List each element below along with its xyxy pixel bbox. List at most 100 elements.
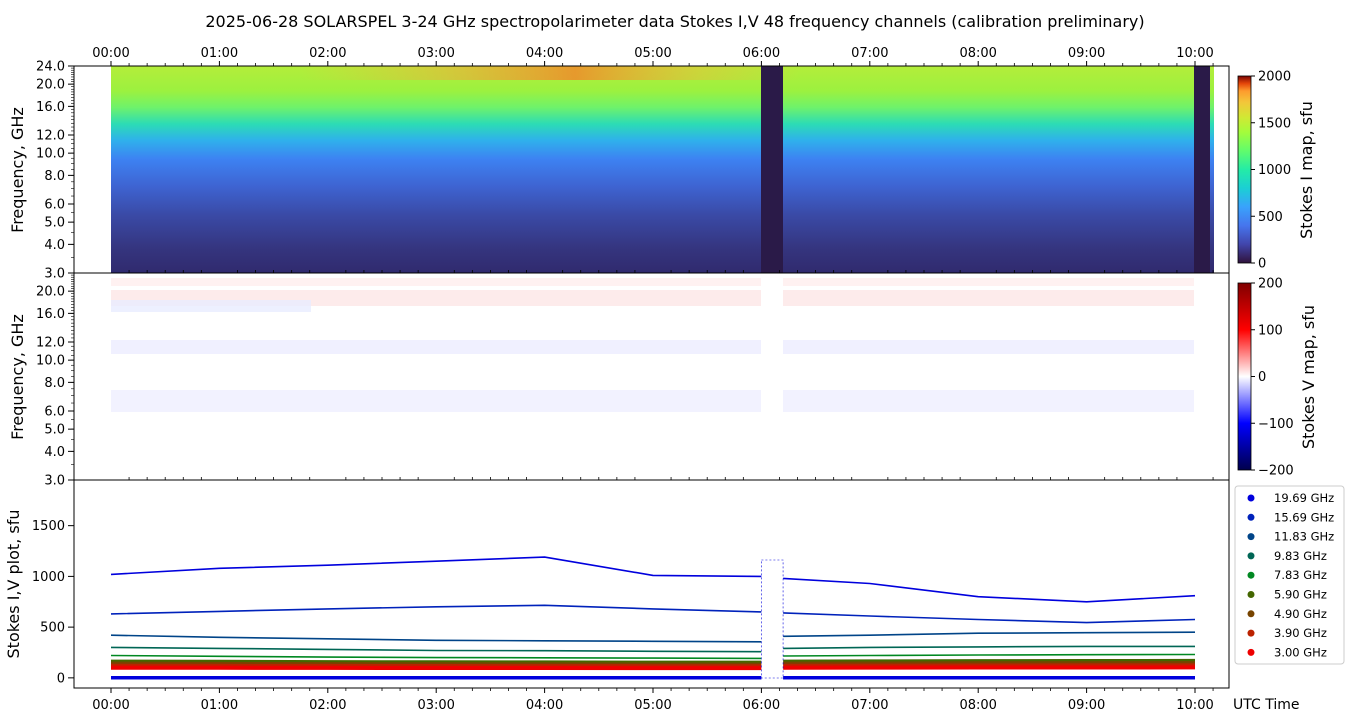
stokes-i-y-axis: 3.0 4.0 5.0 6.0 8.0 10.0 12.0 16.0 20.0 24.0	[36, 60, 74, 282]
freq-tick-label: 16.0	[36, 100, 65, 115]
value-tick-label: 1000	[32, 570, 65, 585]
colorbar-tick-label: 1500	[1258, 116, 1291, 131]
colorbar-tick-label: 500	[1258, 210, 1283, 225]
stokes-v-colorbar	[1237, 282, 1252, 471]
series-line	[110, 634, 762, 643]
freq-tick-label: 10.0	[36, 147, 65, 162]
stokes-iv-y-axis: 0 500 1000 1500	[32, 519, 74, 686]
legend-marker	[1247, 533, 1255, 541]
stokes-i-warm-band	[300, 66, 800, 80]
colorbar-tick-label: 200	[1258, 277, 1283, 292]
top-time-tick-label: 05:00	[634, 46, 671, 61]
legend-label: 7.83 GHz	[1274, 568, 1327, 582]
colorbar-tick-label: 2000	[1258, 70, 1291, 85]
stokes-v-pink-band	[111, 278, 1194, 286]
stokes-i-gap-1	[761, 66, 783, 273]
freq-tick-label: 8.0	[44, 169, 65, 184]
legend-label: 5.90 GHz	[1274, 588, 1327, 602]
legend-label: 3.00 GHz	[1274, 645, 1327, 659]
freq-tick-label: 3.0	[44, 474, 65, 489]
series-line	[783, 645, 1195, 650]
value-tick-label: 0	[57, 671, 65, 686]
legend-label: 3.90 GHz	[1274, 626, 1327, 640]
top-time-tick-label: 00:00	[92, 46, 129, 61]
series-line	[783, 631, 1196, 638]
top-time-tick-label: 07:00	[851, 46, 888, 61]
freq-tick-label: 5.0	[44, 423, 65, 438]
stokes-iv-plot-frame	[73, 479, 1230, 689]
freq-tick-label: 16.0	[36, 307, 65, 322]
freq-tick-label: 6.0	[44, 405, 65, 420]
top-time-tick-label: 01:00	[201, 46, 238, 61]
bottom-time-tick-label: 05:00	[634, 698, 671, 713]
colorbar-tick-label: 0	[1258, 370, 1266, 385]
colorbar-tick-label: −100	[1258, 417, 1294, 432]
stokes-v-colorbar-ticks: 200 100 0 −100 −200	[1251, 277, 1294, 479]
stokes-v-gap	[761, 273, 783, 480]
x-axis-label: UTC Time	[1233, 697, 1299, 713]
stokes-i-panel: 3.0 4.0 5.0 6.0 8.0 10.0 12.0 16.0 20.0 24.0 Freq…	[8, 60, 1316, 282]
bottom-time-axis: 00:00 01:00 02:00 03:00 04:00 05:00 06:00 07:00…	[92, 270, 1214, 713]
stokes-v-panel: 3.0 4.0 5.0 6.0 8.0 10.0 12.0 16.0 20.0 Frequenc…	[8, 272, 1318, 489]
legend-box	[1234, 485, 1345, 665]
freq-tick-label: 10.0	[36, 354, 65, 369]
colorbar-tick-label: −200	[1258, 464, 1294, 479]
stokes-v-red-band	[111, 290, 1194, 306]
top-time-tick-label: 03:00	[417, 46, 454, 61]
series-line	[110, 556, 762, 578]
top-time-tick-label: 02:00	[309, 46, 346, 61]
freq-tick-label: 24.0	[36, 60, 65, 75]
legend-label: 19.69 GHz	[1274, 491, 1334, 505]
legend-marker	[1247, 610, 1255, 618]
stokes-v-blue-band-1	[111, 340, 1194, 354]
legend-marker	[1247, 591, 1255, 598]
bottom-time-tick-label: 03:00	[417, 698, 454, 713]
series-line	[783, 577, 1196, 603]
series-line	[110, 646, 762, 653]
freq-tick-label: 4.0	[44, 238, 65, 253]
legend-label: 11.83 GHz	[1274, 530, 1334, 544]
top-time-tick-label: 10:00	[1176, 46, 1213, 61]
value-tick-label: 500	[40, 621, 65, 636]
freq-tick-label: 20.0	[36, 285, 65, 300]
series-line	[783, 653, 1196, 657]
bottom-time-tick-label: 00:00	[92, 698, 129, 713]
legend-marker	[1247, 571, 1255, 579]
top-time-tick-label: 08:00	[959, 46, 996, 61]
series-line	[783, 658, 1196, 664]
chart-title: 2025-06-28 SOLARSPEL 3-24 GHz spectropol…	[205, 12, 1144, 31]
freq-tick-label: 12.0	[36, 336, 65, 351]
stokes-i-gap-2	[1194, 66, 1210, 273]
colorbar-tick-label: 1000	[1258, 163, 1291, 178]
bottom-time-tick-label: 09:00	[1068, 698, 1105, 713]
top-time-tick-label: 09:00	[1068, 46, 1105, 61]
stokes-i-colorbar-ticks: 0 500 1000 1500 2000	[1251, 70, 1291, 272]
freq-tick-label: 20.0	[36, 78, 65, 93]
value-tick-label: 1500	[32, 519, 65, 534]
stokes-i-colorbar-label: Stokes I map, sfu	[1297, 101, 1316, 239]
stokes-v-blue-band-2	[111, 390, 1194, 412]
stokes-v-ylabel: Frequency, GHz	[8, 314, 27, 440]
stokes-v-y-axis: 3.0 4.0 5.0 6.0 8.0 10.0 12.0 16.0 20.0	[36, 272, 74, 489]
freq-tick-label: 8.0	[44, 376, 65, 391]
legend-label: 15.69 GHz	[1274, 510, 1334, 524]
legend-label: 9.83 GHz	[1274, 549, 1327, 563]
stokes-iv-ylabel: Stokes I,V plot, sfu	[4, 510, 23, 659]
stokes-iv-lines	[110, 556, 1196, 680]
colorbar-tick-label: 0	[1258, 257, 1266, 272]
bottom-time-tick-label: 10:00	[1176, 698, 1213, 713]
top-time-tick-label: 06:00	[743, 46, 780, 61]
stokes-v-colorbar-label: Stokes V map, sfu	[1299, 305, 1318, 449]
stokes-i-colorbar	[1237, 75, 1252, 264]
colorbar-tick-label: 100	[1258, 323, 1283, 338]
bottom-time-tick-label: 06:00	[743, 698, 780, 713]
bottom-time-tick-label: 04:00	[526, 698, 563, 713]
freq-tick-label: 12.0	[36, 129, 65, 144]
legend-marker	[1247, 648, 1255, 656]
bottom-time-tick-label: 02:00	[309, 698, 346, 713]
stokes-v-blue-band-3	[111, 300, 311, 312]
legend-marker	[1247, 629, 1255, 637]
legend-marker	[1247, 552, 1255, 560]
series-line	[110, 604, 762, 615]
legend-marker	[1247, 494, 1255, 502]
